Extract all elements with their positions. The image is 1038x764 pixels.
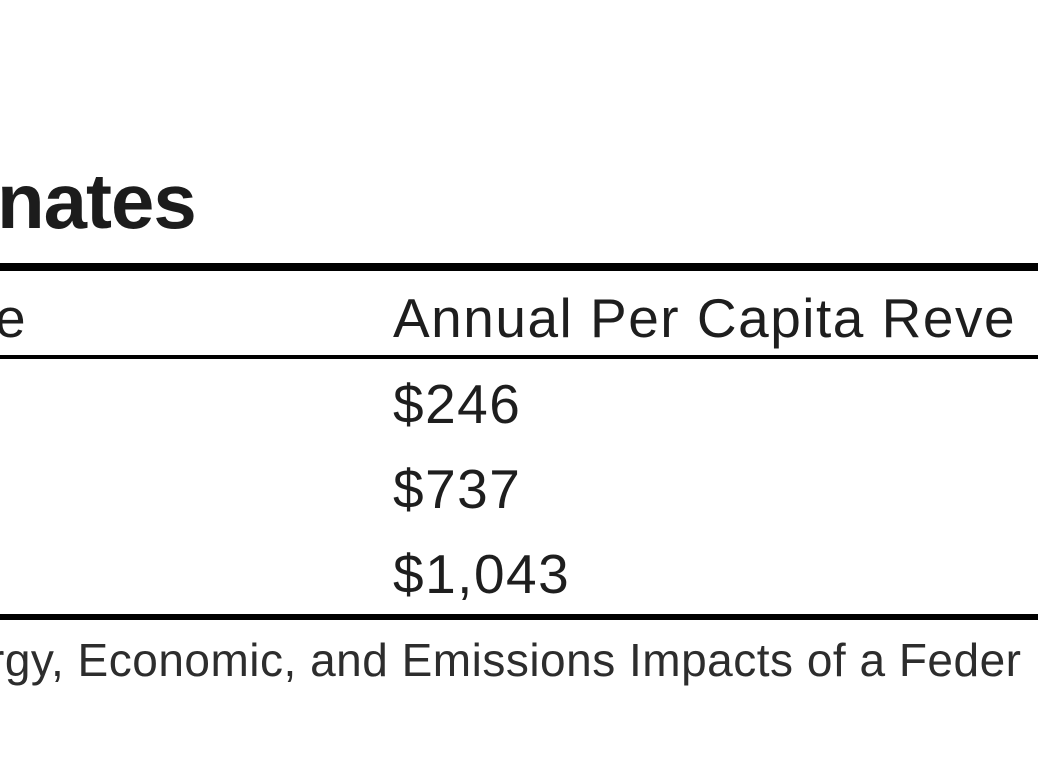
- page-title: nates: [0, 157, 197, 245]
- table-row-revenue-value: $246: [393, 373, 522, 435]
- table-header-cell-left: e: [0, 287, 28, 349]
- table-top-rule: [0, 263, 1038, 271]
- table-row-revenue-value: $737: [393, 458, 522, 520]
- table-row-revenue-value: $1,043: [393, 543, 571, 605]
- table-source-note: rgy, Economic, and Emissions Impacts of …: [0, 634, 1022, 686]
- table-header-rule: [0, 355, 1038, 359]
- table-header-cell-revenue: Annual Per Capita Reve: [393, 287, 1017, 349]
- table-bottom-rule: [0, 614, 1038, 620]
